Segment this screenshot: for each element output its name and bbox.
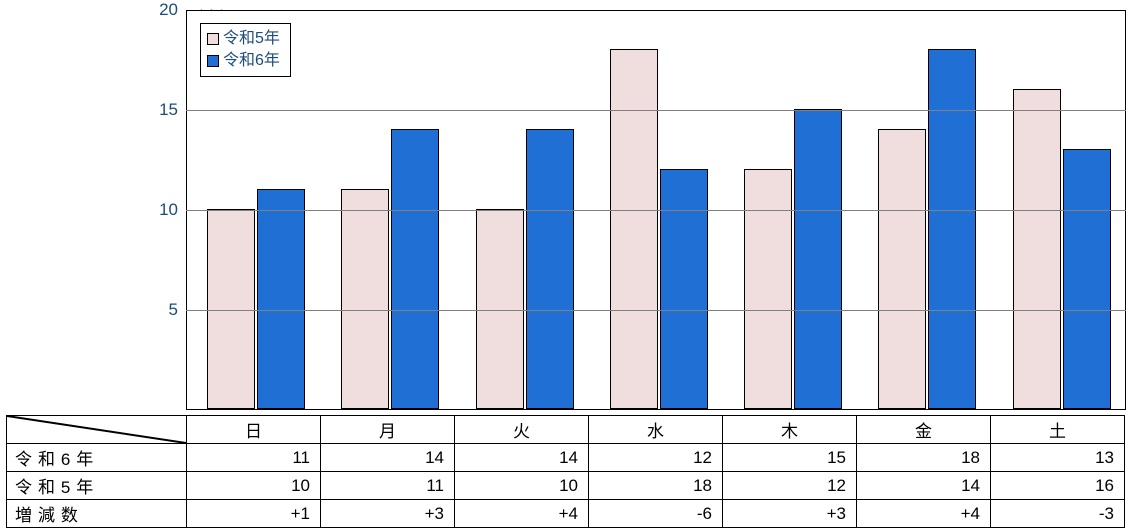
gridline	[186, 310, 1126, 311]
table-cell: 11	[187, 444, 321, 472]
bar	[341, 189, 389, 409]
table-corner-cell	[7, 416, 187, 444]
chart-and-table-container: （人） 令和5年 令和6年 日 月 火 水 木 金 土 令和6年 11 14	[0, 0, 1133, 527]
table-cell: 12	[723, 472, 857, 500]
table-cell: +1	[187, 500, 321, 528]
table-cell: +3	[723, 500, 857, 528]
legend-item: 令和5年	[207, 28, 280, 50]
table-row: 令和5年 10 11 10 18 12 14 16	[7, 472, 1125, 500]
bar	[476, 209, 524, 409]
y-tick-label: 5	[138, 300, 178, 320]
table-cell: 14	[455, 444, 589, 472]
y-tick-label: 20	[138, 0, 178, 20]
table-header-row: 日 月 火 水 木 金 土	[7, 416, 1125, 444]
legend-swatch-reiwa5	[207, 33, 219, 45]
table-col-header: 火	[455, 416, 589, 444]
table-row-label: 増減数	[7, 500, 187, 528]
table-cell: 10	[455, 472, 589, 500]
legend-label: 令和5年	[223, 28, 280, 50]
bar	[878, 129, 926, 409]
legend-label: 令和6年	[223, 50, 280, 72]
table-cell: 10	[187, 472, 321, 500]
table-cell: -6	[589, 500, 723, 528]
table-col-header: 日	[187, 416, 321, 444]
bar	[1013, 89, 1061, 409]
table-cell: 15	[723, 444, 857, 472]
gridline	[186, 210, 1126, 211]
legend-swatch-reiwa6	[207, 55, 219, 67]
bar	[257, 189, 305, 409]
table-col-header: 木	[723, 416, 857, 444]
chart-legend: 令和5年 令和6年	[200, 23, 291, 77]
table-col-header: 金	[857, 416, 991, 444]
table-cell: 14	[857, 472, 991, 500]
table-cell: 16	[991, 472, 1125, 500]
legend-item: 令和6年	[207, 50, 280, 72]
table-cell: 14	[321, 444, 455, 472]
y-tick-label: 10	[138, 200, 178, 220]
bar	[928, 49, 976, 409]
data-table: 日 月 火 水 木 金 土 令和6年 11 14 14 12 15 18 13 …	[6, 415, 1125, 528]
table-cell: 18	[589, 472, 723, 500]
gridline	[186, 110, 1126, 111]
table-col-header: 土	[991, 416, 1125, 444]
table-cell: +3	[321, 500, 455, 528]
table-cell: 11	[321, 472, 455, 500]
table-row: 令和6年 11 14 14 12 15 18 13	[7, 444, 1125, 472]
bar	[526, 129, 574, 409]
table-col-header: 水	[589, 416, 723, 444]
table-row: 増減数 +1 +3 +4 -6 +3 +4 -3	[7, 500, 1125, 528]
table-cell: +4	[857, 500, 991, 528]
table-cell: 13	[991, 444, 1125, 472]
table-row-label: 令和5年	[7, 472, 187, 500]
bar	[744, 169, 792, 409]
table-cell: +4	[455, 500, 589, 528]
bar	[794, 109, 842, 409]
bar	[1063, 149, 1111, 409]
table-row-label: 令和6年	[7, 444, 187, 472]
bar	[391, 129, 439, 409]
table-col-header: 月	[321, 416, 455, 444]
table-cell: -3	[991, 500, 1125, 528]
table-cell: 18	[857, 444, 991, 472]
bar	[660, 169, 708, 409]
bar	[207, 209, 255, 409]
bar	[610, 49, 658, 409]
table-cell: 12	[589, 444, 723, 472]
y-tick-label: 15	[138, 100, 178, 120]
